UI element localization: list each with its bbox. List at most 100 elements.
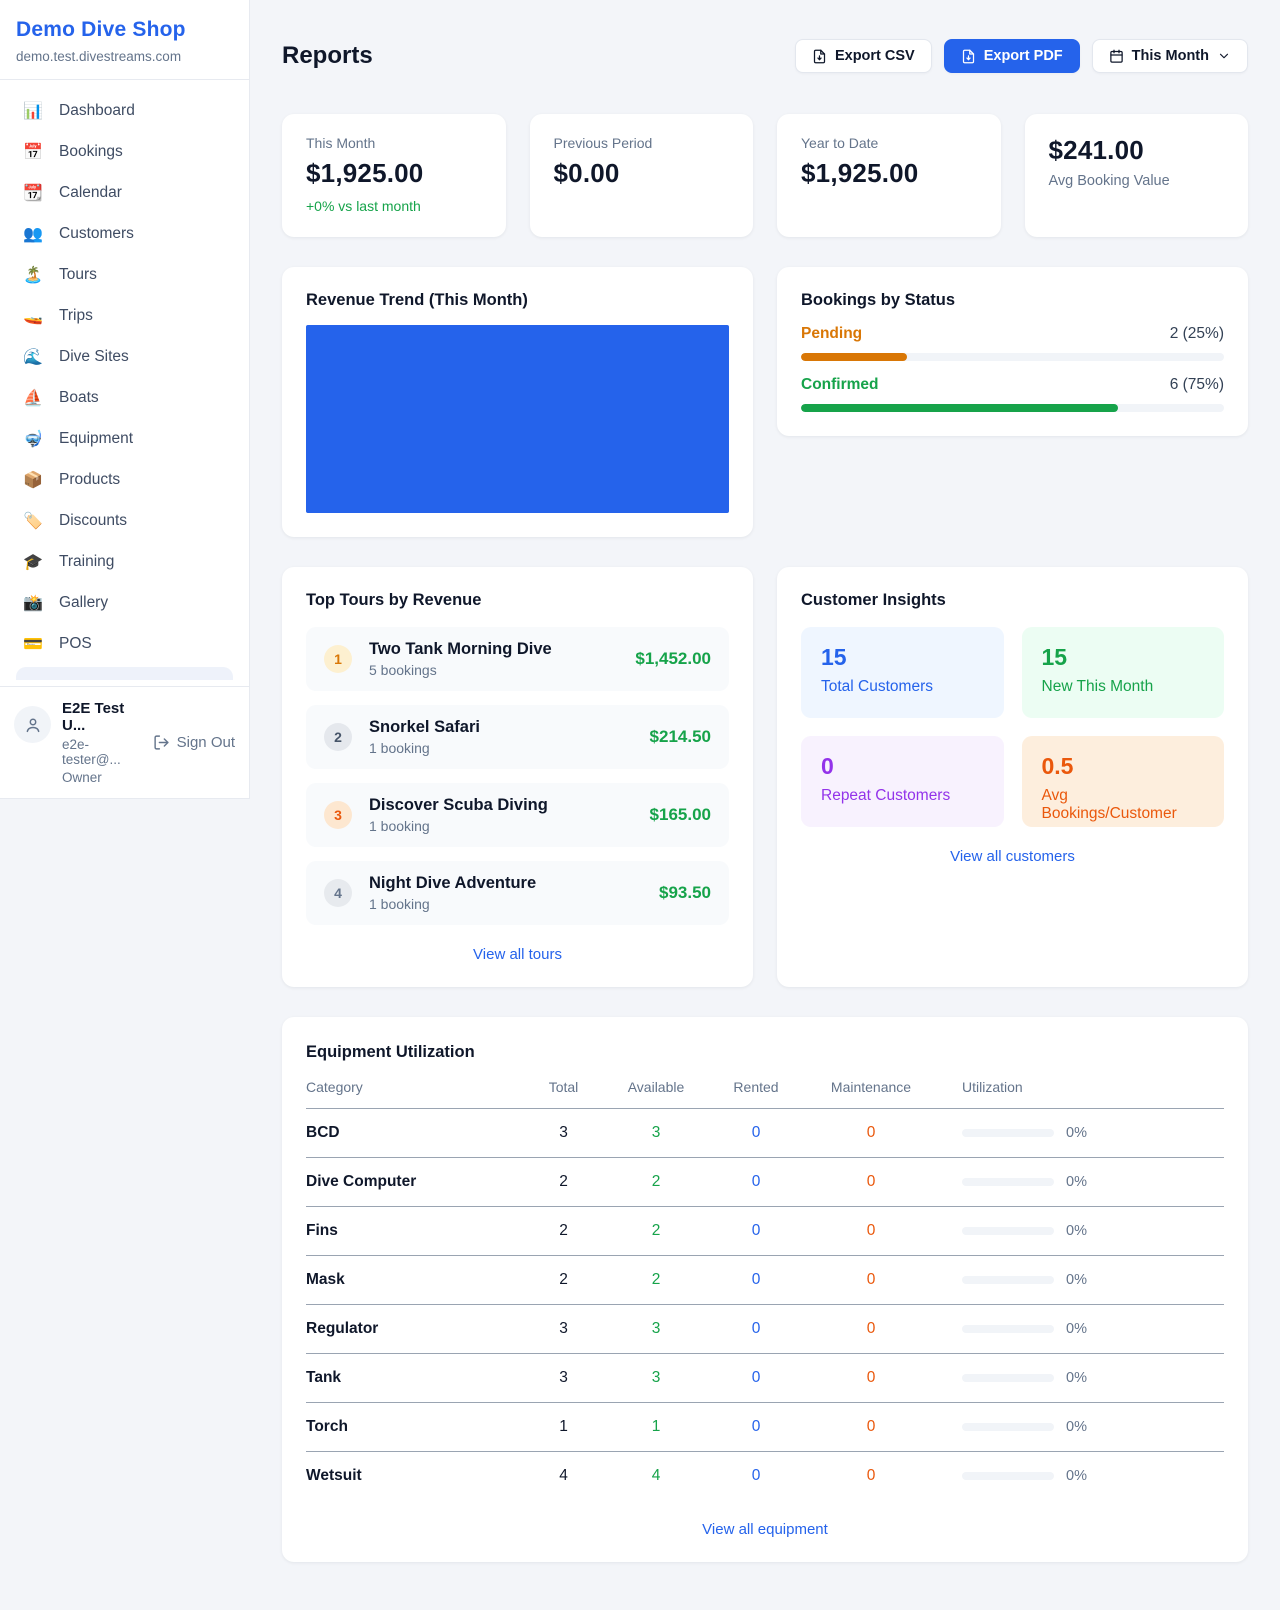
export-csv-button[interactable]: Export CSV xyxy=(794,39,932,74)
utilization-bar-track xyxy=(962,1178,1054,1187)
sidebar-item-dive-sites[interactable]: 🌊 Dive Sites xyxy=(10,338,239,376)
insight-label: Repeat Customers xyxy=(821,787,951,805)
equipment-utilization-title: Equipment Utilization xyxy=(306,1043,475,1062)
view-all-equipment-link[interactable]: View all equipment xyxy=(702,1521,828,1539)
equipment-category: Mask xyxy=(306,1271,345,1289)
sidebar-item-products[interactable]: 📦 Products xyxy=(10,461,239,499)
equipment-rented: 0 xyxy=(751,1418,761,1436)
user-icon xyxy=(26,718,39,732)
utilization-percent: 0% xyxy=(1066,1272,1087,1289)
sidebar-item-trips[interactable]: 🚤 Trips xyxy=(10,297,239,335)
view-all-customers-link[interactable]: View all customers xyxy=(950,848,1075,866)
sidebar: Demo Dive Shop demo.test.divestreams.com… xyxy=(0,0,250,799)
utilization-percent: 0% xyxy=(1066,1370,1087,1387)
main-content: Reports Export CSV Export PDF This Month… xyxy=(250,0,1280,1592)
stat-cards: This Month $1,925.00 +0% vs last month P… xyxy=(282,114,1248,238)
sidebar-item-training[interactable]: 🎓 Training xyxy=(10,543,239,581)
camera-icon: 📸 xyxy=(23,595,43,612)
page-title: Reports xyxy=(282,42,373,70)
rank-badge: 1 xyxy=(324,645,352,674)
equipment-maintenance: 0 xyxy=(866,1467,876,1485)
sidebar-item-label: POS xyxy=(59,635,92,652)
equipment-total: 3 xyxy=(559,1369,568,1387)
status-row: Confirmed 6 (75%) xyxy=(801,376,1224,413)
table-row: Wetsuit 4 4 0 0 0% xyxy=(306,1452,1224,1500)
sidebar-item-tours[interactable]: 🏝️ Tours xyxy=(10,256,239,294)
sidebar-item-dashboard[interactable]: 📊 Dashboard xyxy=(10,92,239,130)
equipment-category: BCD xyxy=(306,1124,340,1142)
rank-badge: 2 xyxy=(324,723,352,752)
equipment-category: Tank xyxy=(306,1369,342,1387)
utilization-bar-track xyxy=(962,1472,1054,1481)
equipment-category: Regulator xyxy=(306,1320,379,1338)
equipment-available: 1 xyxy=(651,1418,661,1436)
bar-chart-icon: 📊 xyxy=(23,103,43,120)
utilization-percent: 0% xyxy=(1066,1125,1087,1142)
utilization-percent: 0% xyxy=(1066,1223,1087,1240)
equipment-category: Dive Computer xyxy=(306,1173,417,1191)
sidebar-item-label: Dashboard xyxy=(59,102,135,119)
sidebar-item-equipment[interactable]: 🤿 Equipment xyxy=(10,420,239,458)
customer-insights-card: Customer Insights 15 Total Customers 15 … xyxy=(777,567,1248,988)
sign-out-button[interactable]: Sign Out xyxy=(153,734,235,751)
table-row: Fins 2 2 0 0 0% xyxy=(306,1207,1224,1257)
bookings-by-status-title: Bookings by Status xyxy=(801,291,956,310)
equipment-maintenance: 0 xyxy=(866,1418,876,1436)
file-download-icon xyxy=(813,49,826,63)
table-header: Category Total Available Rented Maintena… xyxy=(306,1079,1224,1110)
equipment-available: 3 xyxy=(651,1124,661,1142)
sidebar-item-label: Tours xyxy=(59,266,97,283)
chevron-down-icon xyxy=(1219,53,1229,59)
tour-revenue: $1,452.00 xyxy=(635,649,711,669)
user-role: Owner xyxy=(62,770,102,785)
sidebar-item-label: Gallery xyxy=(59,594,109,611)
equipment-rented: 0 xyxy=(751,1222,761,1240)
equipment-total: 4 xyxy=(559,1467,568,1485)
sidebar-item-label: Bookings xyxy=(59,143,123,160)
export-pdf-button[interactable]: Export PDF xyxy=(943,39,1080,74)
sidebar-item-bookings[interactable]: 📅 Bookings xyxy=(10,133,239,171)
view-all-tours-link[interactable]: View all tours xyxy=(473,946,562,964)
credit-card-icon: 💳 xyxy=(23,636,43,653)
sidebar-item-customers[interactable]: 👥 Customers xyxy=(10,215,239,253)
stat-delta: +0% vs last month xyxy=(306,198,421,215)
sidebar-item-calendar[interactable]: 📆 Calendar xyxy=(10,174,239,212)
sidebar-item-partial[interactable] xyxy=(16,667,233,680)
insight-label: New This Month xyxy=(1041,678,1154,696)
status-label: Pending xyxy=(801,325,863,343)
status-label: Confirmed xyxy=(801,376,879,394)
equipment-available: 4 xyxy=(651,1467,661,1485)
utilization-bar-track xyxy=(962,1374,1054,1383)
tour-bookings-count: 1 booking xyxy=(369,740,430,757)
equipment-rented: 0 xyxy=(751,1467,761,1485)
sidebar-item-gallery[interactable]: 📸 Gallery xyxy=(10,584,239,622)
utilization-bar-track xyxy=(962,1325,1054,1334)
utilization-percent: 0% xyxy=(1066,1419,1087,1436)
equipment-maintenance: 0 xyxy=(866,1173,876,1191)
tour-name: Night Dive Adventure xyxy=(369,874,537,893)
tour-revenue: $214.50 xyxy=(649,727,711,747)
sidebar-item-boats[interactable]: ⛵ Boats xyxy=(10,379,239,417)
insight-tile: 0.5 Avg Bookings/Customer xyxy=(1021,736,1224,828)
sidebar-item-label: Dive Sites xyxy=(59,348,129,365)
equipment-total: 2 xyxy=(559,1173,568,1191)
sidebar-item-label: Trips xyxy=(59,307,93,324)
equipment-maintenance: 0 xyxy=(866,1271,876,1289)
period-select[interactable]: This Month xyxy=(1091,39,1248,74)
utilization-bar-track xyxy=(962,1129,1054,1138)
sidebar-item-label: Customers xyxy=(59,225,134,242)
diving-mask-icon: 🤿 xyxy=(23,431,43,448)
equipment-rented: 0 xyxy=(751,1124,761,1142)
status-count: 6 (75%) xyxy=(1169,376,1224,394)
status-row: Pending 2 (25%) xyxy=(801,325,1224,362)
avatar xyxy=(14,706,51,743)
sidebar-item-label: Discounts xyxy=(59,512,128,529)
sidebar-item-label: Calendar xyxy=(59,184,122,201)
sidebar-item-pos[interactable]: 💳 POS xyxy=(10,625,239,663)
equipment-maintenance: 0 xyxy=(866,1124,876,1142)
utilization-bar-track xyxy=(962,1227,1054,1236)
equipment-available: 2 xyxy=(651,1271,661,1289)
equipment-available: 2 xyxy=(651,1222,661,1240)
sidebar-item-discounts[interactable]: 🏷️ Discounts xyxy=(10,502,239,540)
tour-list-item: 4 Night Dive Adventure 1 booking $93.50 xyxy=(306,861,729,926)
